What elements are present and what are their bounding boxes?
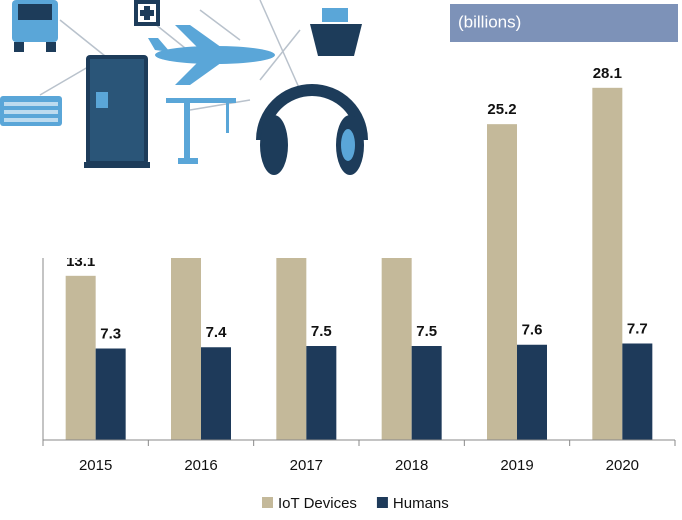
bar [517, 345, 547, 440]
x-tick-label: 2019 [500, 457, 533, 474]
page: 201513.17.320167.420177.520187.5201925.2… [0, 0, 682, 520]
legend-swatch [262, 497, 273, 508]
bar [201, 347, 231, 440]
value-label: 25.2 [487, 101, 516, 118]
chart: 201513.17.320167.420177.520187.5201925.2… [0, 0, 682, 520]
value-label: 7.5 [416, 323, 437, 340]
x-tick-label: 2015 [79, 457, 112, 474]
x-tick-label: 2018 [395, 457, 428, 474]
bar [622, 343, 652, 440]
value-label: 28.1 [593, 65, 622, 82]
icon-illustration [0, 0, 440, 258]
bar [171, 247, 201, 440]
x-tick-label: 2016 [184, 457, 217, 474]
bar [306, 346, 336, 440]
bar [487, 124, 517, 440]
x-tick-label: 2020 [606, 457, 639, 474]
value-label: 7.5 [311, 323, 332, 340]
keyboard-icon [0, 96, 62, 126]
value-label: 7.7 [627, 320, 648, 337]
value-label: 7.4 [206, 324, 228, 341]
legend-label: IoT Devices [278, 495, 357, 512]
unit-label: (billions) [458, 12, 521, 31]
x-tick-label: 2017 [290, 457, 323, 474]
fridge-icon [84, 55, 150, 168]
value-label: 7.6 [522, 322, 543, 339]
illustration-background [0, 0, 440, 258]
bar [96, 349, 126, 440]
legend-label: Humans [393, 495, 449, 512]
medical-icon [134, 0, 160, 26]
bar [66, 276, 96, 440]
bar [592, 88, 622, 440]
bar [412, 346, 442, 440]
legend-swatch [377, 497, 388, 508]
value-label: 7.3 [100, 325, 121, 342]
